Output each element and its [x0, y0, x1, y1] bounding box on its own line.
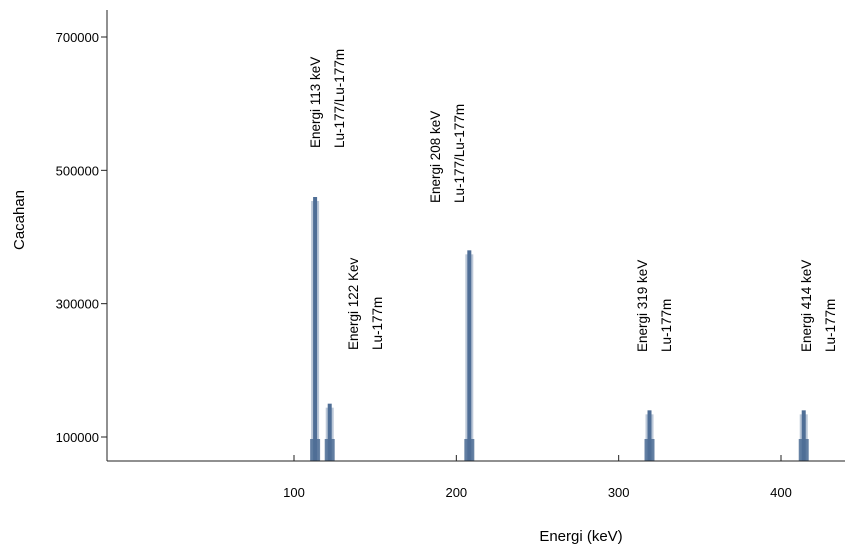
- y-axis-ticks: 100000 300000 500000 700000: [56, 30, 107, 445]
- peak-annotation-line: Energi 113 keV: [308, 57, 323, 148]
- y-tick-label: 100000: [56, 430, 99, 445]
- peak-bar: [310, 197, 321, 461]
- peak-annotation: Energi 319 keV Lu-177m: [635, 260, 674, 352]
- peak-bar: [644, 410, 655, 461]
- peak-annotation: Energi 113 keV Lu-177/Lu-177m: [308, 49, 347, 148]
- peak-annotations: Energi 113 keV Lu-177/Lu-177m Energi 122 K…: [308, 49, 838, 352]
- peak-bar: [464, 250, 475, 461]
- x-axis-ticks: 100 200 300 400: [283, 455, 792, 500]
- x-tick-label: 400: [770, 485, 792, 500]
- peak-annotation: Energi 414 keV Lu-177m: [799, 260, 838, 352]
- x-tick-label: 300: [608, 485, 630, 500]
- x-tick-label: 200: [445, 485, 467, 500]
- peak-annotation-line: Lu-177m: [659, 299, 674, 352]
- peak-annotation: Energi 208 keV Lu-177/Lu-177m: [428, 104, 467, 203]
- y-tick-label: 700000: [56, 30, 99, 45]
- y-tick-label: 300000: [56, 297, 99, 312]
- y-axis-title: Cacahan: [11, 190, 28, 250]
- peak-bar: [324, 403, 335, 461]
- peak-bars: [310, 197, 809, 461]
- peak-annotation-line: Energi 208 keV: [428, 111, 443, 203]
- x-axis-title: Energi (keV): [539, 528, 622, 545]
- peak-annotation-line: Lu-177m: [823, 299, 838, 352]
- peak-bar: [798, 410, 809, 461]
- peak-annotation-line: Energi 319 keV: [635, 260, 650, 352]
- peak-annotation-line: Lu-177m: [370, 297, 385, 350]
- peak-annotation-line: Lu-177/Lu-177m: [332, 49, 347, 148]
- peak-annotation-line: Lu-177/Lu-177m: [452, 104, 467, 203]
- y-tick-label: 500000: [56, 163, 99, 178]
- peak-annotation: Energi 122 Kev Lu-177m: [346, 257, 385, 350]
- x-tick-label: 100: [283, 485, 305, 500]
- peak-annotation-line: Energi 122 Kev: [346, 257, 361, 350]
- peak-annotation-line: Energi 414 keV: [799, 260, 814, 352]
